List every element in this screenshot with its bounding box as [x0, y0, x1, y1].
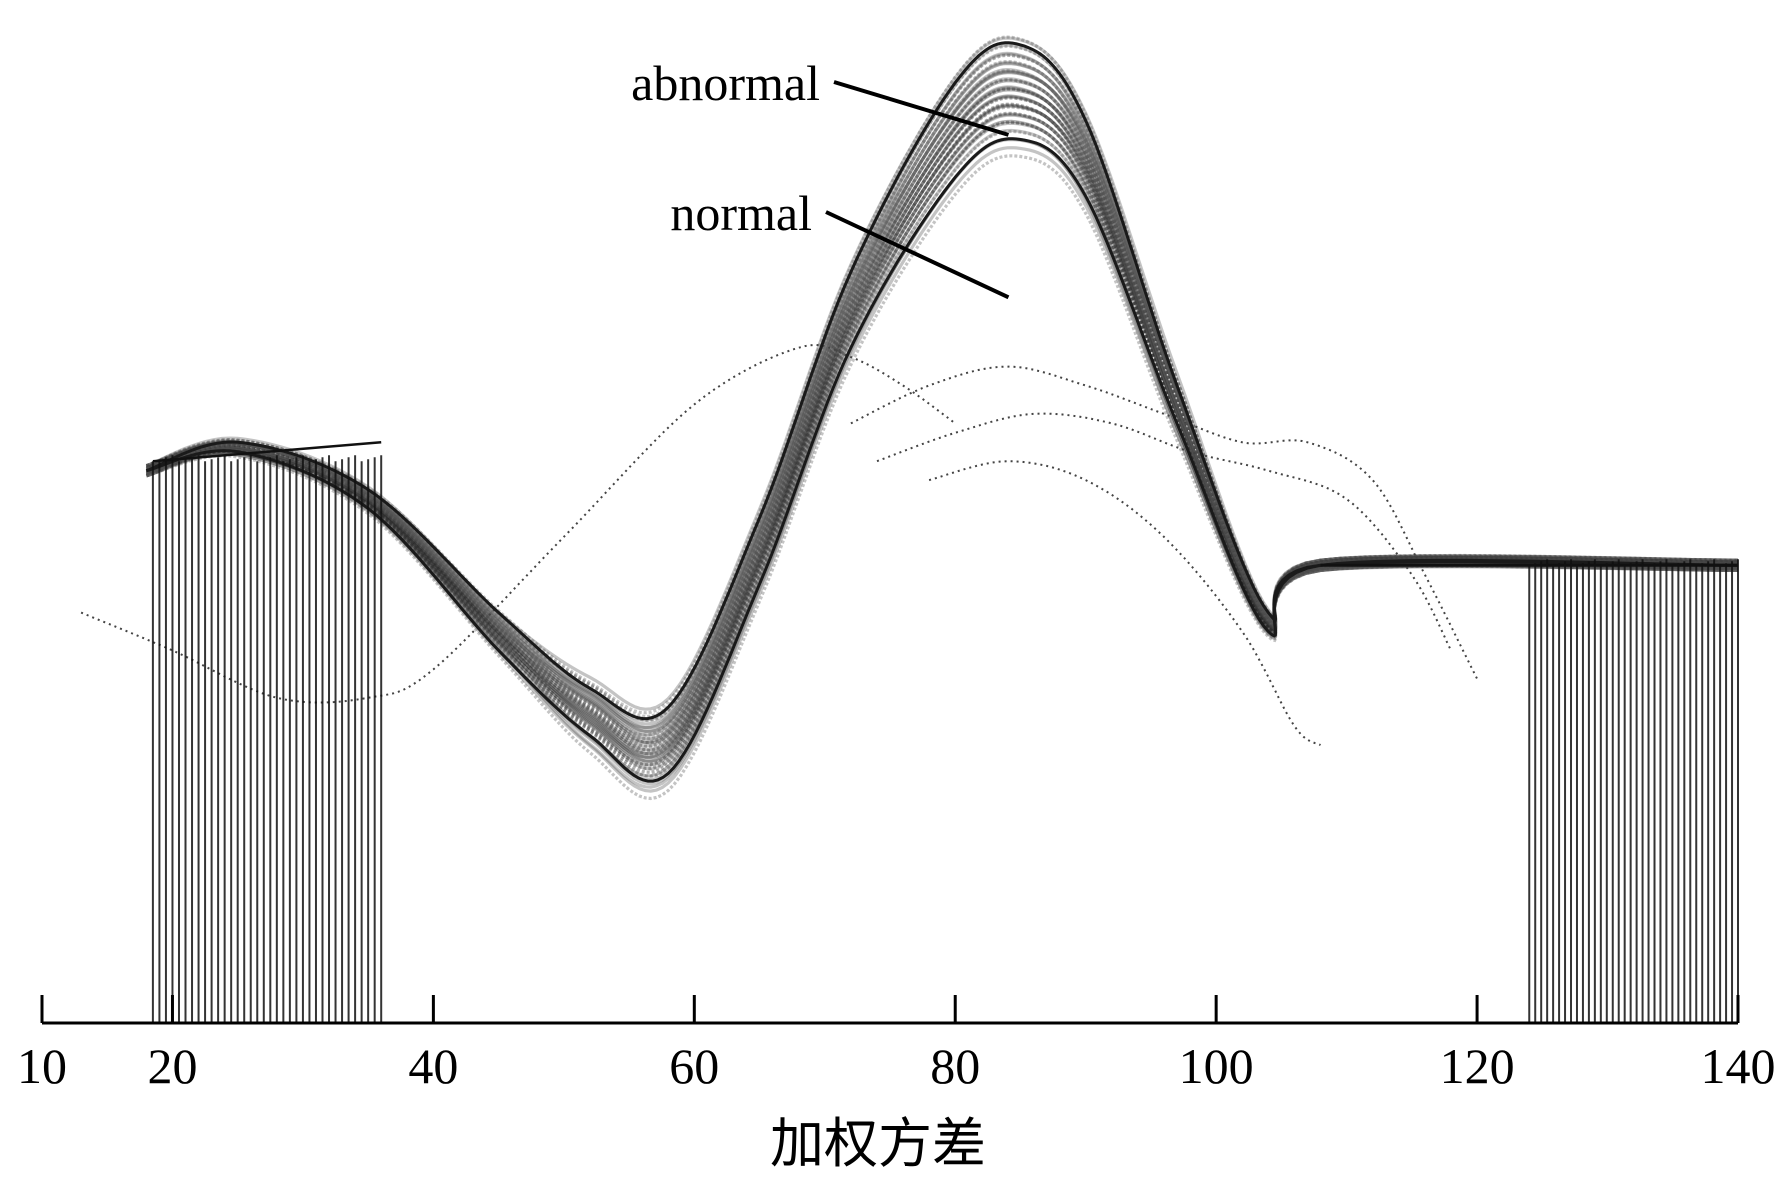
band-curve — [145, 129, 1739, 778]
band-curve — [145, 113, 1739, 764]
band-curve — [145, 69, 1739, 737]
band-curve — [145, 119, 1739, 778]
annotation-leader-normal — [825, 210, 1010, 300]
outlier-curve — [850, 365, 1478, 680]
band-curve — [145, 94, 1739, 759]
band-curve — [145, 68, 1739, 741]
band-curve — [145, 67, 1739, 745]
band-curve — [145, 128, 1739, 782]
band-curve — [145, 146, 1739, 793]
band-curve — [145, 60, 1739, 733]
annotation-abnormal: abnormal — [631, 55, 820, 111]
band-curve — [145, 59, 1739, 737]
band-curve — [145, 111, 1739, 771]
outlier-curve — [80, 343, 956, 704]
band-curve — [145, 136, 1739, 789]
band-curve — [145, 120, 1739, 775]
band-curve — [145, 78, 1739, 745]
annotations: abnormal normal — [631, 55, 1010, 300]
annotation-leader-abnormal — [833, 80, 1010, 137]
x-axis-label: 加权方差 — [770, 1114, 986, 1174]
band-curve — [145, 103, 1739, 763]
band-curve — [145, 51, 1739, 730]
x-tick-label: 120 — [1440, 1038, 1515, 1094]
band-curve — [145, 95, 1739, 756]
band-curve — [145, 86, 1739, 752]
x-tick-label: 10 — [17, 1038, 67, 1094]
band-curve — [145, 79, 1739, 741]
band-curve — [145, 104, 1739, 760]
band-curve — [145, 137, 1739, 786]
band-curve — [145, 154, 1739, 801]
x-tick-label: 20 — [147, 1038, 197, 1094]
band-curve — [145, 102, 1739, 767]
left-plateau-line — [152, 441, 382, 463]
annotation-normal: normal — [670, 185, 812, 241]
curve-band — [145, 35, 1739, 801]
band-curve — [145, 88, 1739, 745]
x-tick-label: 60 — [669, 1038, 719, 1094]
outlier-curve — [876, 412, 1452, 651]
band-curve — [145, 87, 1739, 748]
x-tick-label: 40 — [408, 1038, 458, 1094]
band-curve — [145, 77, 1739, 748]
band-curve — [145, 121, 1739, 771]
band-curve — [145, 85, 1739, 756]
outlier-curve — [928, 460, 1322, 746]
x-tick-label: 100 — [1179, 1038, 1254, 1094]
x-axis: 10 20 40 60 80 100 120 140 — [17, 995, 1776, 1094]
band-curve — [145, 105, 1739, 756]
outlier-curves — [80, 343, 1478, 746]
drop-lines — [151, 441, 1739, 1023]
series-lines — [145, 41, 1739, 783]
series-line-abnormal — [145, 41, 1739, 721]
series-line-normal — [146, 137, 1739, 783]
band-curve — [145, 96, 1739, 752]
x-tick-label: 140 — [1701, 1038, 1776, 1094]
x-tick-label: 80 — [930, 1038, 980, 1094]
band-curve — [145, 112, 1739, 767]
